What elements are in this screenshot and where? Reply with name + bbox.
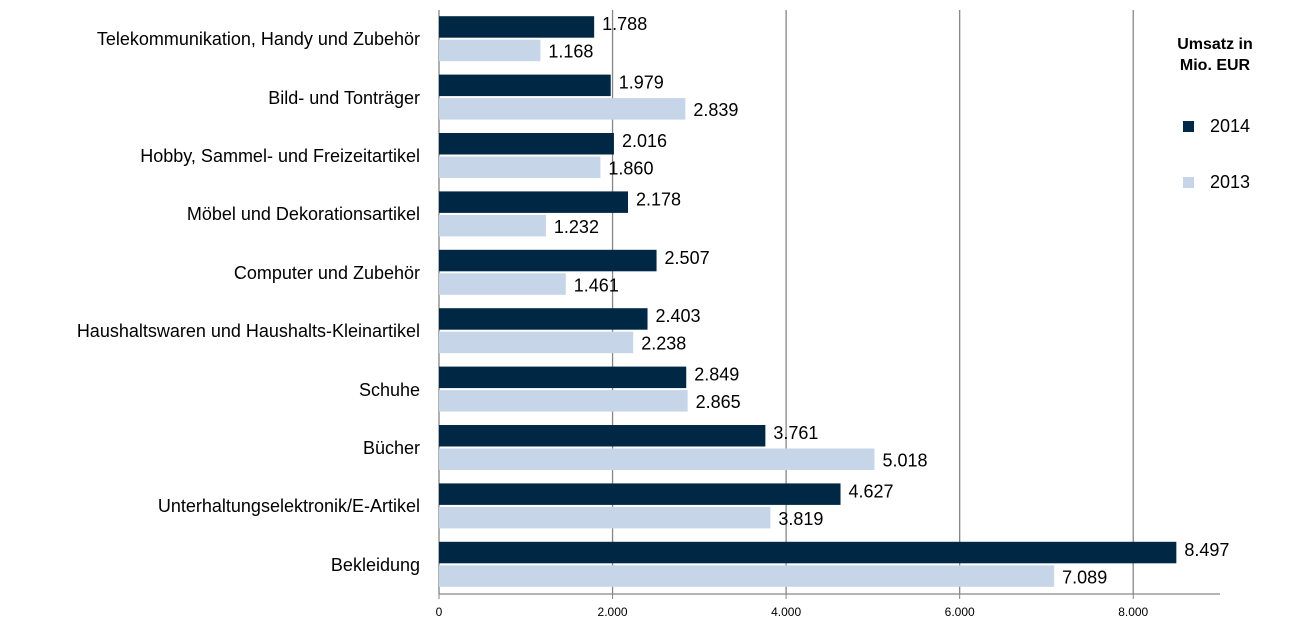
legend-swatch [1183,177,1194,188]
data-label: 1.232 [554,217,599,237]
data-label: 1.788 [602,14,647,34]
data-label: 3.819 [778,509,823,529]
legend-swatch [1183,121,1194,132]
bar [439,425,766,447]
y-tick-label: Bekleidung [330,554,420,575]
bar [439,214,546,237]
legend-label: 2013 [1210,172,1250,192]
bar [439,133,614,155]
y-tick-label: Telekommunikation, Handy und Zubehör [96,29,420,50]
x-tick-label: 0 [436,605,443,619]
data-label: 1.979 [619,73,664,93]
bar [439,273,566,295]
data-label: 1.168 [548,42,593,62]
bar [439,16,595,38]
y-tick-label: Unterhaltungselektronik/E-Artikel [157,496,420,517]
x-tick-label: 6.000 [945,605,975,619]
data-label: 2.839 [693,100,738,120]
data-label: 2.865 [696,392,741,412]
bar [439,448,875,470]
bar [439,390,688,412]
data-label: 4.627 [849,481,894,501]
bar [439,308,648,330]
data-label: 3.761 [773,423,818,443]
bar [439,74,611,97]
data-label: 2.507 [665,248,710,268]
data-label: 7.089 [1062,567,1107,587]
bar [439,506,771,529]
data-label: 2.178 [636,189,681,209]
data-label: 2.016 [622,131,667,151]
bar [439,39,541,62]
bar [439,483,841,505]
data-label: 1.860 [608,159,653,179]
data-label: 2.403 [656,306,701,326]
data-label: 5.018 [882,451,927,471]
x-tick-label: 8.000 [1118,605,1148,619]
data-label: 2.849 [694,365,739,385]
y-tick-label: Bild- und Tonträger [268,87,420,108]
x-tick-label: 2.000 [598,605,628,619]
bar [439,98,686,120]
bar [439,331,634,354]
x-tick-label: 4.000 [771,605,801,619]
y-tick-label: Schuhe [358,379,420,400]
y-tick-label: Haushaltswaren und Haushalts-Kleinartike… [76,321,420,342]
data-label: 2.238 [641,334,686,354]
y-tick-label: Hobby, Sammel- und Freizeitartikel [140,146,420,166]
bar [439,191,629,213]
bar [439,249,657,272]
y-tick-label: Möbel und Dekorationsartikel [186,204,420,225]
data-label: 1.461 [574,275,619,295]
bar [439,565,1055,587]
data-label: 8.497 [1184,540,1229,560]
bar [439,541,1177,564]
bar [439,366,687,389]
y-tick-label: Computer und Zubehör [233,262,420,283]
bar [439,156,601,178]
legend-label: 2014 [1210,116,1250,136]
y-tick-label: Bücher [362,438,420,458]
legend-title: Umsatz in Mio. EUR [1177,36,1253,74]
